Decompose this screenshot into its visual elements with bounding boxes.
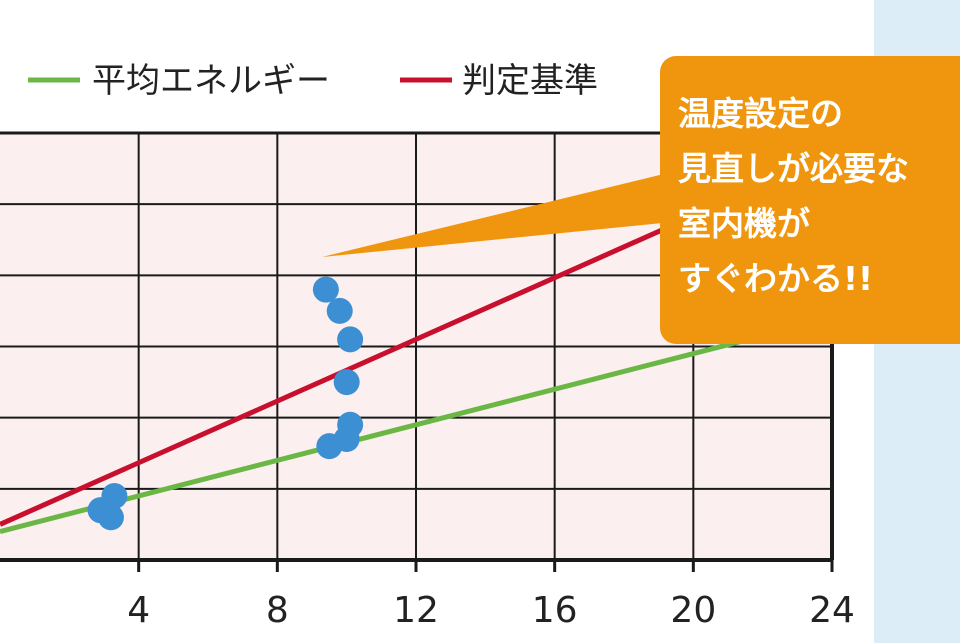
data-point-4	[326, 297, 353, 324]
callout-pointer	[322, 172, 672, 257]
series-line-1	[0, 315, 833, 534]
legend-label-average: 平均エネルギー	[92, 61, 330, 101]
callout-line-1: 温度設定の	[678, 94, 843, 133]
data-point-3	[312, 276, 339, 303]
callout-line-3: 室内機が	[678, 204, 810, 243]
x-tick-label-3: 16	[532, 590, 578, 631]
x-tick-label-0: 4	[127, 590, 150, 631]
data-point-6	[333, 369, 360, 396]
x-tick-labels: 4 8 12 16 20 24	[127, 560, 855, 631]
legend: 平均エネルギー 判定基準	[28, 61, 598, 101]
x-tick-label-2: 12	[393, 590, 439, 631]
legend-label-criterion: 判定基準	[462, 61, 598, 101]
x-tick-label-5: 24	[809, 590, 855, 631]
data-point-1	[97, 504, 124, 531]
data-point-9	[316, 433, 343, 460]
x-tick-label-1: 8	[266, 590, 289, 631]
data-point-2	[101, 482, 128, 509]
callout: 温度設定の 見直しが必要な 室内機が すぐわかる!!	[660, 56, 960, 344]
x-tick-label-4: 20	[670, 590, 716, 631]
callout-line-4: すぐわかる!!	[678, 259, 874, 298]
callout-line-2: 見直しが必要な	[678, 149, 909, 188]
data-points	[87, 276, 364, 531]
data-point-5	[337, 326, 364, 353]
